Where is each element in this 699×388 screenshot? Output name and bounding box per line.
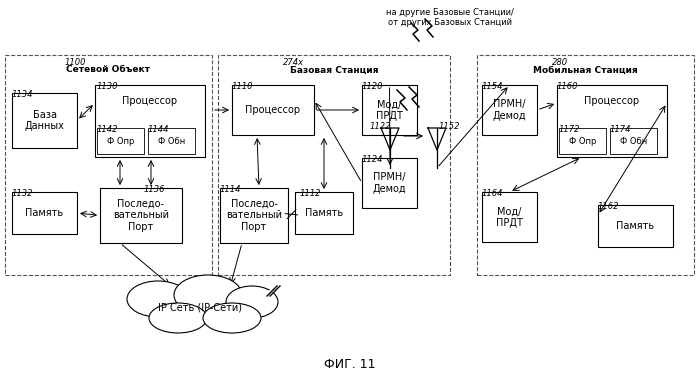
Ellipse shape xyxy=(174,275,242,315)
Bar xyxy=(482,192,537,242)
Bar xyxy=(295,192,353,234)
Text: Ф Опр: Ф Опр xyxy=(569,137,596,146)
Text: ПРМН/
Демод: ПРМН/ Демод xyxy=(373,172,406,194)
Text: 1152: 1152 xyxy=(439,122,461,131)
Text: 280: 280 xyxy=(552,58,568,67)
Text: 1132: 1132 xyxy=(12,189,34,198)
Bar xyxy=(559,128,606,154)
Text: База
Данных: База Данных xyxy=(24,110,64,131)
Text: 1164: 1164 xyxy=(482,189,503,198)
Ellipse shape xyxy=(226,286,278,318)
Text: Ф Обн: Ф Обн xyxy=(158,137,185,146)
Bar xyxy=(362,85,417,135)
Text: Процессор: Процессор xyxy=(122,96,178,106)
Text: на другие Базовые Станции/
от других Базовых Станций: на другие Базовые Станции/ от других Баз… xyxy=(386,8,514,28)
Text: 1136: 1136 xyxy=(144,185,166,194)
Text: Последо-
вательный
Порт: Последо- вательный Порт xyxy=(113,199,169,232)
Text: Память: Память xyxy=(305,208,343,218)
Text: 1160: 1160 xyxy=(557,82,579,91)
Ellipse shape xyxy=(149,303,207,333)
Bar xyxy=(232,85,314,135)
Text: 1142: 1142 xyxy=(97,125,119,134)
Text: Последо-
вательный
Порт: Последо- вательный Порт xyxy=(226,199,282,232)
Bar xyxy=(97,128,144,154)
Ellipse shape xyxy=(203,303,261,333)
Text: Ф Обн: Ф Обн xyxy=(620,137,647,146)
Text: ФИГ. 11: ФИГ. 11 xyxy=(324,359,376,371)
Text: 1124: 1124 xyxy=(362,155,384,164)
Text: 1114: 1114 xyxy=(220,185,241,194)
Bar xyxy=(12,93,77,148)
Bar xyxy=(477,55,694,275)
Text: 1110: 1110 xyxy=(232,82,254,91)
Text: Сетевой Объект: Сетевой Объект xyxy=(66,66,150,74)
Text: Базовая Станция: Базовая Станция xyxy=(290,66,378,74)
Text: Процессор: Процессор xyxy=(584,96,640,106)
Text: Память: Память xyxy=(617,221,654,231)
Text: 1122: 1122 xyxy=(370,122,391,131)
Bar xyxy=(610,128,657,154)
Text: Мобильная Станция: Мобильная Станция xyxy=(533,66,638,74)
Bar xyxy=(362,158,417,208)
Text: Мод/
ПРДТ: Мод/ ПРДТ xyxy=(376,99,403,121)
Text: Мод/
ПРДТ: Мод/ ПРДТ xyxy=(496,206,523,228)
Text: 1172: 1172 xyxy=(559,125,580,134)
Text: IP Сеть (IP-Сети): IP Сеть (IP-Сети) xyxy=(158,303,242,313)
Ellipse shape xyxy=(127,281,189,317)
Text: 1130: 1130 xyxy=(97,82,119,91)
Text: 1174: 1174 xyxy=(610,125,631,134)
Bar xyxy=(598,205,673,247)
Bar xyxy=(218,55,450,275)
Bar xyxy=(12,192,77,234)
Text: 1162: 1162 xyxy=(598,202,619,211)
Bar xyxy=(5,55,212,275)
Text: 1120: 1120 xyxy=(362,82,384,91)
Text: 1112: 1112 xyxy=(300,189,322,198)
Text: 1154: 1154 xyxy=(482,82,503,91)
Bar xyxy=(220,188,288,243)
Text: Процессор: Процессор xyxy=(245,105,301,115)
Bar xyxy=(557,85,667,157)
Bar xyxy=(100,188,182,243)
Bar xyxy=(482,85,537,135)
Text: 1144: 1144 xyxy=(148,125,169,134)
Text: Ф Опр: Ф Опр xyxy=(107,137,134,146)
Bar xyxy=(148,128,195,154)
Text: 274x: 274x xyxy=(283,58,304,67)
Text: 1134: 1134 xyxy=(12,90,34,99)
Bar xyxy=(95,85,205,157)
Text: Память: Память xyxy=(25,208,64,218)
Text: 1100: 1100 xyxy=(65,58,87,67)
Text: ПРМН/
Демод: ПРМН/ Демод xyxy=(493,99,526,121)
